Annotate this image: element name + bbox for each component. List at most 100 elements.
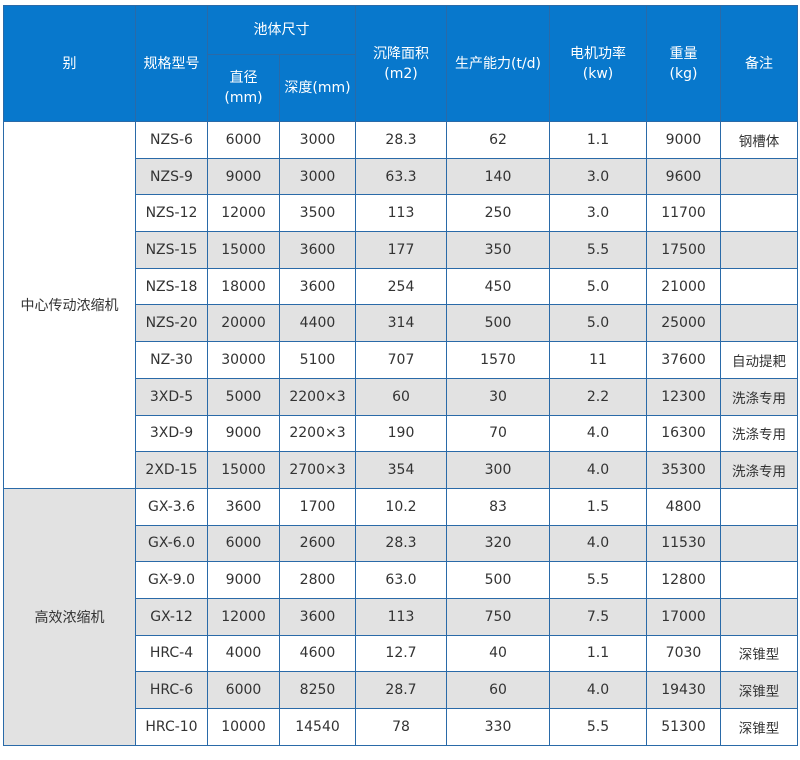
header-category: 别 xyxy=(3,5,136,122)
depth-cell: 2700×3 xyxy=(279,451,356,489)
power-cell: 5.5 xyxy=(549,231,647,269)
power-cell: 4.0 xyxy=(549,451,647,489)
depth-cell: 1700 xyxy=(279,487,356,526)
power-cell: 5.5 xyxy=(549,561,647,599)
depth-cell: 3600 xyxy=(279,267,356,306)
header-depth: 深度(mm) xyxy=(279,54,356,122)
table-row: NZS-15 15000 3600 177 350 5.5 17500 xyxy=(4,231,798,269)
weight-cell: 35300 xyxy=(646,451,721,489)
remark-cell: 自动提耙 xyxy=(720,341,798,379)
header-weight: 重量 (kg) xyxy=(646,5,721,122)
remark-cell: 深锥型 xyxy=(720,671,798,709)
area-cell: 28.3 xyxy=(355,121,447,159)
capacity-cell: 60 xyxy=(446,671,550,709)
weight-cell: 12800 xyxy=(646,561,721,599)
table-row: GX-12 12000 3600 113 750 7.5 17000 xyxy=(4,597,798,636)
area-cell: 177 xyxy=(355,231,447,269)
diameter-cell: 6000 xyxy=(207,121,280,159)
table-row: NZS-20 20000 4400 314 500 5.0 25000 xyxy=(4,304,798,343)
capacity-cell: 350 xyxy=(446,231,550,269)
header-area: 沉降面积 (m2) xyxy=(355,5,447,122)
weight-cell: 19430 xyxy=(646,671,721,709)
diameter-cell: 15000 xyxy=(207,231,280,269)
power-cell: 5.0 xyxy=(549,304,647,343)
diameter-cell: 18000 xyxy=(207,267,280,306)
area-cell: 63.3 xyxy=(355,157,447,196)
depth-cell: 3000 xyxy=(279,121,356,159)
table-body: 中心传动浓缩机 NZS-6 6000 3000 28.3 62 1.1 9000 钢槽体 NZS-… xyxy=(3,121,798,746)
capacity-cell: 30 xyxy=(446,377,550,416)
depth-cell: 3600 xyxy=(279,231,356,269)
header-remark: 备注 xyxy=(720,5,798,122)
model-cell: HRC-6 xyxy=(135,671,208,709)
model-cell: NZS-9 xyxy=(135,157,208,196)
header-model: 规格型号 xyxy=(135,5,208,122)
table-row: 2XD-15 15000 2700×3 354 300 4.0 35300 洗涤专用 xyxy=(4,451,798,489)
remark-cell: 洗涤专用 xyxy=(720,414,798,453)
power-cell: 3.0 xyxy=(549,194,647,233)
remark-cell xyxy=(720,194,798,233)
table-row: 3XD-5 5000 2200×3 60 30 2.2 12300 洗涤专用 xyxy=(4,377,798,416)
power-cell: 4.0 xyxy=(549,414,647,453)
model-cell: NZS-18 xyxy=(135,267,208,306)
table-row: NZS-12 12000 3500 113 250 3.0 11700 xyxy=(4,194,798,233)
remark-cell xyxy=(720,304,798,343)
depth-cell: 2800 xyxy=(279,561,356,599)
depth-cell: 14540 xyxy=(279,708,356,746)
model-cell: GX-6.0 xyxy=(135,524,208,563)
capacity-cell: 330 xyxy=(446,708,550,746)
table-row: GX-6.0 6000 2600 28.3 320 4.0 11530 xyxy=(4,524,798,563)
area-cell: 10.2 xyxy=(355,487,447,526)
depth-cell: 5100 xyxy=(279,341,356,379)
weight-cell: 37600 xyxy=(646,341,721,379)
diameter-cell: 3600 xyxy=(207,487,280,526)
depth-cell: 8250 xyxy=(279,671,356,709)
capacity-cell: 70 xyxy=(446,414,550,453)
weight-cell: 7030 xyxy=(646,634,721,673)
capacity-cell: 300 xyxy=(446,451,550,489)
remark-cell xyxy=(720,597,798,636)
capacity-cell: 1570 xyxy=(446,341,550,379)
remark-cell xyxy=(720,157,798,196)
remark-cell: 洗涤专用 xyxy=(720,451,798,489)
depth-cell: 2200×3 xyxy=(279,377,356,416)
diameter-cell: 10000 xyxy=(207,708,280,746)
thickener-spec-table: 别 规格型号 池体尺寸 沉降面积 (m2) 生产能力(t/d) 电机功率 (kw… xyxy=(3,5,798,746)
area-cell: 113 xyxy=(355,597,447,636)
capacity-cell: 450 xyxy=(446,267,550,306)
power-cell: 4.0 xyxy=(549,524,647,563)
weight-cell: 25000 xyxy=(646,304,721,343)
weight-cell: 11530 xyxy=(646,524,721,563)
capacity-cell: 140 xyxy=(446,157,550,196)
weight-cell: 17000 xyxy=(646,597,721,636)
weight-cell: 17500 xyxy=(646,231,721,269)
area-cell: 60 xyxy=(355,377,447,416)
header-diameter: 直径 (mm) xyxy=(207,54,280,122)
diameter-cell: 20000 xyxy=(207,304,280,343)
remark-cell xyxy=(720,231,798,269)
weight-cell: 4800 xyxy=(646,487,721,526)
depth-cell: 4400 xyxy=(279,304,356,343)
model-cell: GX-9.0 xyxy=(135,561,208,599)
table-row: NZS-18 18000 3600 254 450 5.0 21000 xyxy=(4,267,798,306)
depth-cell: 3500 xyxy=(279,194,356,233)
category-cell: 高效浓缩机 xyxy=(3,487,136,746)
diameter-cell: 15000 xyxy=(207,451,280,489)
table-row: GX-9.0 9000 2800 63.0 500 5.5 12800 xyxy=(4,561,798,599)
area-cell: 354 xyxy=(355,451,447,489)
capacity-cell: 500 xyxy=(446,304,550,343)
area-cell: 63.0 xyxy=(355,561,447,599)
header-tank-size: 池体尺寸 xyxy=(207,5,356,55)
category-cell: 中心传动浓缩机 xyxy=(3,121,136,489)
model-cell: NZS-6 xyxy=(135,121,208,159)
power-cell: 1.5 xyxy=(549,487,647,526)
model-cell: NZS-20 xyxy=(135,304,208,343)
table-row: 3XD-9 9000 2200×3 190 70 4.0 16300 洗涤专用 xyxy=(4,414,798,453)
area-cell: 254 xyxy=(355,267,447,306)
depth-cell: 3600 xyxy=(279,597,356,636)
depth-cell: 4600 xyxy=(279,634,356,673)
weight-cell: 21000 xyxy=(646,267,721,306)
capacity-cell: 250 xyxy=(446,194,550,233)
power-cell: 5.5 xyxy=(549,708,647,746)
power-cell: 1.1 xyxy=(549,634,647,673)
